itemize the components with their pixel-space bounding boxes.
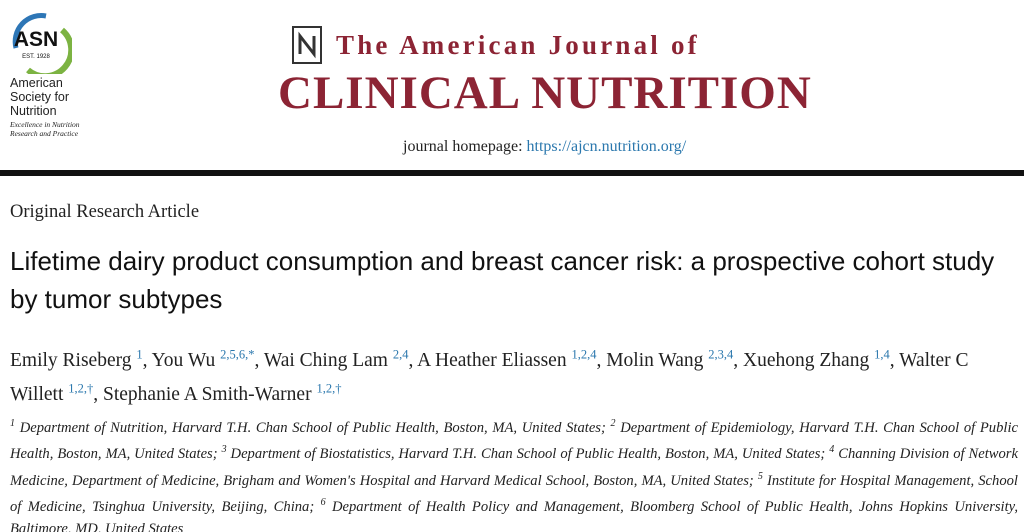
affiliation-text: Department of Epidemiology, Harvard T.H.… <box>10 419 1018 463</box>
author-delimiter: , <box>142 349 148 371</box>
author-delimiter: , <box>93 384 99 405</box>
affiliation-text: Department of Nutrition, Harvard T.H. Ch… <box>19 419 606 436</box>
affiliation: 6 Department of Health Policy and Manage… <box>10 497 1018 532</box>
author-affiliation-marks: 2,5,6,* <box>220 347 255 361</box>
author-affiliation-marks: 1 <box>136 347 143 361</box>
author-name: Stephanie A Smith-Warner <box>103 384 312 405</box>
affiliation: 2 Department of Epidemiology, Harvard T.… <box>10 418 1018 463</box>
author-affiliation-marks: 1,2,4 <box>571 347 597 361</box>
logo-mark: ASN EST. 1928 <box>12 13 72 74</box>
affiliation: 3 Department of Biostatistics, Harvard T… <box>221 444 826 463</box>
journal-emblem <box>292 26 322 64</box>
author-name: Wai Ching Lam <box>263 349 388 371</box>
journal-name-line2: CLINICAL NUTRITION <box>278 67 812 119</box>
author-delimiter: , <box>889 349 895 371</box>
society-logo: ASN EST. 1928 American Society for Nutri… <box>6 8 86 138</box>
author-delimiter: , <box>408 349 414 371</box>
affiliation: 1 Department of Nutrition, Harvard T.H. … <box>10 418 606 436</box>
affiliation-text: Institute for Hospital Management, Schoo… <box>10 472 1018 515</box>
article-type: Original Research Article <box>10 202 200 222</box>
affiliation-number: 4 <box>829 444 835 456</box>
author-name: Xuehong Zhang <box>743 349 870 371</box>
affiliation-number: 2 <box>610 418 616 429</box>
homepage-label: journal homepage: <box>403 138 523 155</box>
author: Emily Riseberg 1, <box>10 347 148 371</box>
author-delimiter: , <box>596 349 602 371</box>
logo-established: EST. 1928 <box>22 54 50 60</box>
author-affiliation-marks: 2,3,4 <box>708 347 734 361</box>
author-name: Emily Riseberg <box>10 349 132 371</box>
author: Stephanie A Smith-Warner 1,2,† <box>103 381 342 406</box>
author: Walter C Willett 1,2,†, <box>10 350 969 406</box>
society-motto: Excellence in Nutrition Research and Pra… <box>10 120 80 138</box>
author-name: A Heather Eliassen <box>417 349 567 371</box>
author-delimiter: , <box>254 349 260 371</box>
affiliation-number: 5 <box>757 470 763 482</box>
author-list: Emily Riseberg 1, You Wu 2,5,6,*, Wai Ch… <box>10 340 1010 409</box>
author-name: Walter C Willett <box>10 349 969 406</box>
article-title: Lifetime dairy product consumption and b… <box>10 246 995 314</box>
homepage-link[interactable]: https://ajcn.nutrition.org/ <box>526 138 687 155</box>
author-affiliation-marks: 1,2,† <box>316 381 342 396</box>
affiliation-text: Channing Division of Network Medicine, D… <box>10 446 1018 489</box>
affiliation: 5 Institute for Hospital Management, Sch… <box>10 470 1018 515</box>
affiliation: 4 Channing Division of Network Medicine,… <box>10 444 1018 489</box>
author-affiliation-marks: 2,4 <box>392 347 409 361</box>
author: Molin Wang 2,3,4, <box>606 347 739 371</box>
author-affiliation-marks: 1,4 <box>874 347 890 361</box>
affiliation-number: 6 <box>320 497 326 509</box>
affiliation-text: Department of Health Policy and Manageme… <box>10 498 1018 532</box>
header-rule <box>0 170 1024 176</box>
affiliation-number: 1 <box>10 418 15 429</box>
affiliation-list: 1 Department of Nutrition, Harvard T.H. … <box>10 413 1018 532</box>
author: You Wu 2,5,6,*, <box>151 347 260 371</box>
author: Wai Ching Lam 2,4, <box>263 347 414 371</box>
logo-text: ASN <box>14 28 58 51</box>
author-name: Molin Wang <box>606 349 704 371</box>
author: Xuehong Zhang 1,4, <box>743 347 895 371</box>
author-name: You Wu <box>151 349 216 371</box>
affiliation-text: Department of Biostatistics, Harvard T.H… <box>230 446 826 463</box>
author: A Heather Eliassen 1,2,4, <box>417 347 602 371</box>
journal-homepage: journal homepage: https://ajcn.nutrition… <box>403 138 686 156</box>
affiliation-number: 3 <box>221 444 227 456</box>
author-affiliation-marks: 1,2,† <box>68 381 94 396</box>
author-delimiter: , <box>733 349 739 371</box>
journal-name-line1: The American Journal of <box>336 30 700 60</box>
society-name: American Society for Nutrition <box>10 76 70 118</box>
